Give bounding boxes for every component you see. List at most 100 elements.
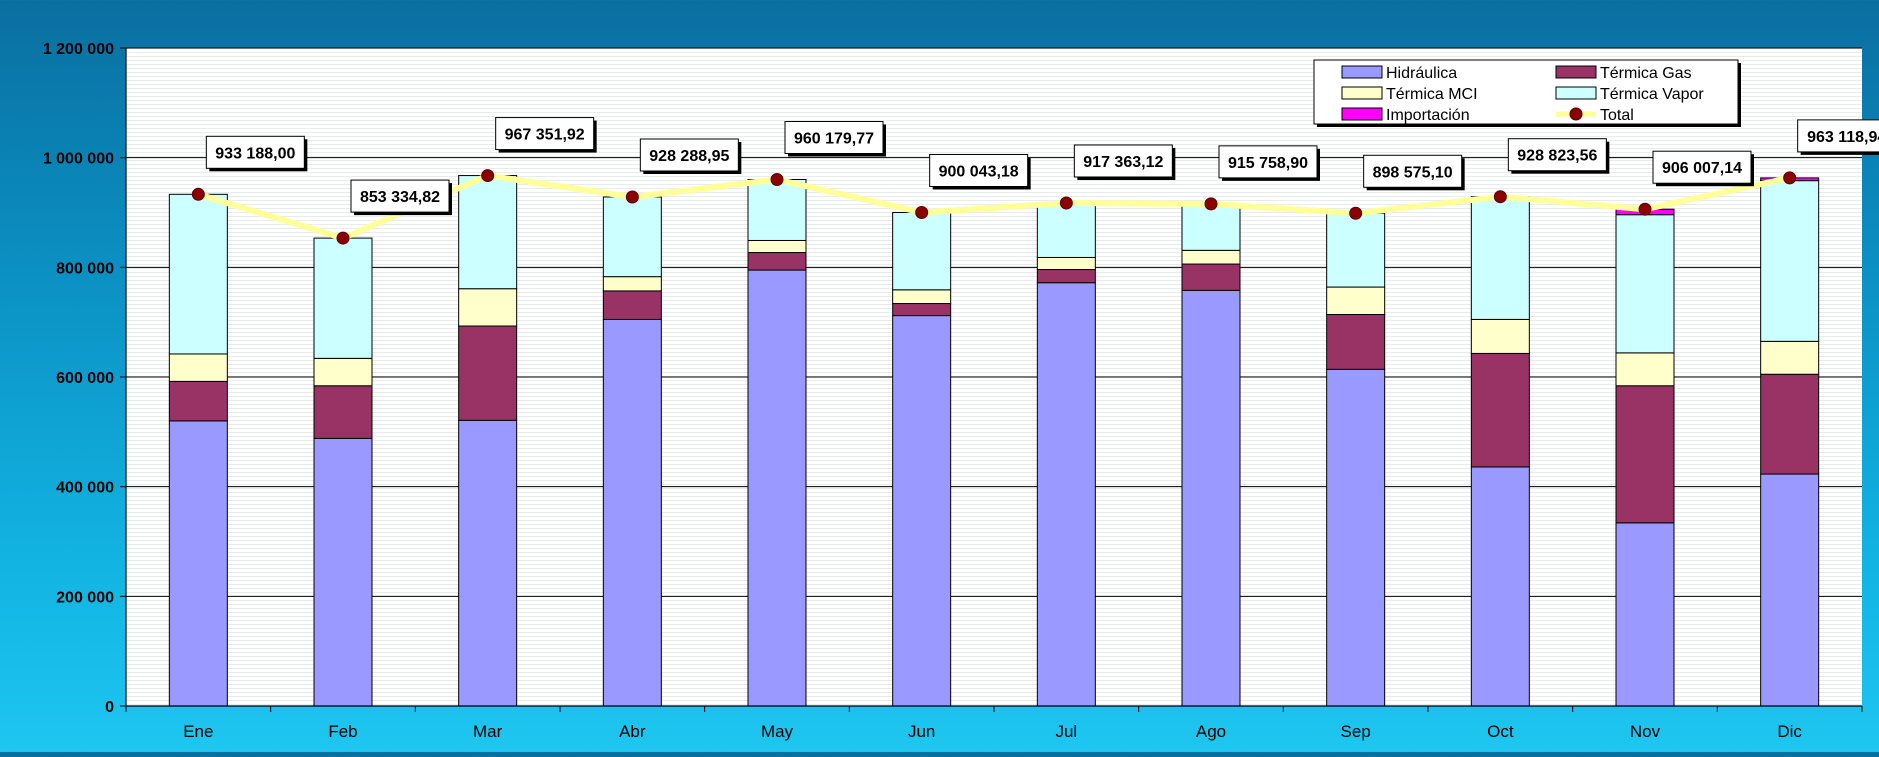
bar-segment <box>1470 318 1530 354</box>
bar-segment <box>1036 269 1096 284</box>
data-label-box <box>929 153 1029 187</box>
data-label-box <box>1507 138 1607 172</box>
legend-label: Hidráulica <box>1386 65 1457 82</box>
legend-item: Térmica Vapor <box>1555 86 1704 103</box>
x-tick-label: Mar <box>473 722 503 741</box>
total-data-label: 898 575,10 <box>1363 154 1465 191</box>
total-data-label: 928 288,95 <box>639 138 742 174</box>
total-marker <box>1638 202 1652 216</box>
data-label-text: 917 363,12 <box>1083 154 1163 171</box>
bar-segment <box>1181 289 1241 707</box>
bar-segment <box>1470 198 1530 320</box>
bar-segment <box>313 385 373 439</box>
bar-segment <box>892 303 952 317</box>
x-tick-label: Nov <box>1630 722 1661 741</box>
bar-segment <box>1615 214 1675 354</box>
total-marker <box>1204 197 1218 211</box>
bar-segment <box>168 353 228 382</box>
bar-segment <box>1615 385 1675 524</box>
data-label-box <box>1363 154 1463 188</box>
legend-swatch <box>1341 86 1383 100</box>
legend-swatch <box>1341 65 1383 79</box>
bar-segment <box>602 318 662 707</box>
y-tick-label: 0 <box>105 699 114 716</box>
legend-label: Total <box>1600 107 1634 124</box>
data-label-box <box>1797 119 1879 153</box>
bar-segment <box>892 289 952 305</box>
bar-segment <box>1760 180 1820 342</box>
data-label-text: 928 823,56 <box>1517 148 1597 165</box>
data-label-text: 915 758,90 <box>1228 155 1308 172</box>
bar-segment <box>747 239 807 254</box>
total-data-label: 853 334,82 <box>350 179 452 216</box>
data-labels: 933 188,00 853 334,82 967 351,92 928 288,95… <box>205 117 1879 216</box>
y-tick-label: 800 000 <box>56 260 114 277</box>
bar-segment <box>1036 256 1096 271</box>
bars <box>168 175 1820 707</box>
total-line-path <box>197 172 1791 242</box>
bar-segment <box>1036 282 1096 707</box>
data-label-text: 967 351,92 <box>505 127 585 144</box>
data-label-text: 906 007,14 <box>1662 160 1742 177</box>
x-tick-label: Abr <box>619 722 646 741</box>
total-marker <box>1493 190 1507 204</box>
legend-item: Térmica Gas <box>1555 65 1692 82</box>
x-tick-label: Jul <box>1055 722 1077 741</box>
bar-segment <box>1326 368 1386 707</box>
data-label-text: 928 288,95 <box>649 148 729 165</box>
legend-label: Importación <box>1386 107 1470 124</box>
total-data-label: 963 118,94 <box>1797 119 1879 155</box>
bar-segment <box>1760 373 1820 475</box>
y-tick-label: 200 000 <box>56 589 114 606</box>
total-data-label: 967 351,92 <box>495 117 597 153</box>
bar-segment <box>458 175 518 290</box>
data-label-box <box>205 135 305 169</box>
bar-segment <box>168 420 228 707</box>
bar-segment <box>458 419 518 707</box>
y-tick-label: 1 000 000 <box>43 151 114 168</box>
total-line <box>191 169 1797 245</box>
data-label-text: 963 118,94 <box>1807 129 1879 146</box>
x-tick-label: Sep <box>1341 722 1371 741</box>
total-data-label: 906 007,14 <box>1652 150 1754 187</box>
bar-segment <box>168 380 228 422</box>
x-tick-label: Ene <box>183 722 213 741</box>
total-marker <box>336 231 350 245</box>
y-tick-label: 400 000 <box>56 480 114 497</box>
legend-label: Térmica Gas <box>1600 65 1692 82</box>
total-marker <box>915 205 929 219</box>
data-label-box <box>495 117 595 151</box>
legend-swatch <box>1555 86 1597 100</box>
bar-segment <box>602 196 662 278</box>
bar-segment <box>1181 203 1241 251</box>
legend-label: Térmica MCI <box>1386 86 1478 103</box>
bar-segment <box>747 269 807 707</box>
bar-segment <box>1615 352 1675 387</box>
data-label-text: 853 334,82 <box>360 189 440 206</box>
bar-segment <box>602 276 662 292</box>
bar-segment <box>1326 212 1386 288</box>
data-label-text: 898 575,10 <box>1373 164 1453 181</box>
bar-segment <box>1760 340 1820 375</box>
legend-item: Hidráulica <box>1341 65 1457 82</box>
data-label-box <box>1218 145 1318 179</box>
bar-segment <box>1470 352 1530 468</box>
bar-segment <box>892 315 952 707</box>
legend-item: Térmica MCI <box>1341 86 1478 103</box>
total-marker <box>625 190 639 204</box>
total-data-label: 915 758,90 <box>1218 145 1320 181</box>
total-marker <box>1349 206 1363 220</box>
total-data-label: 917 363,12 <box>1073 144 1176 180</box>
data-label-text: 900 043,18 <box>939 163 1019 180</box>
bar-segment <box>313 437 373 707</box>
data-label-box <box>350 179 450 213</box>
total-marker <box>770 173 784 187</box>
data-label-text: 933 188,00 <box>215 145 295 162</box>
legend-box <box>1313 59 1739 125</box>
legend: Hidráulica Térmica Gas Térmica MCI Térmica … <box>1313 59 1741 127</box>
x-tick-label: Jun <box>908 722 935 741</box>
legend-marker <box>1569 107 1583 121</box>
total-marker <box>191 187 205 201</box>
data-label-box <box>1652 150 1752 184</box>
bar-segment <box>1760 473 1820 707</box>
